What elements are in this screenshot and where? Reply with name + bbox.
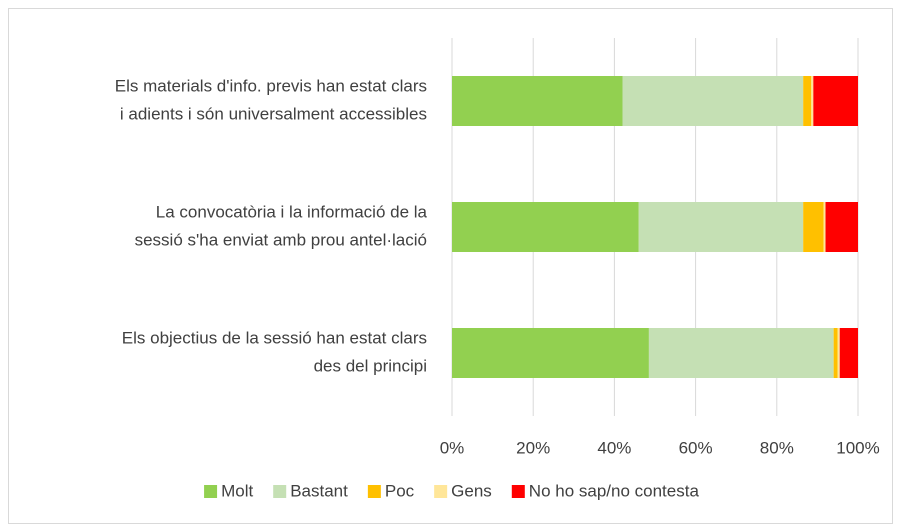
legend-swatch bbox=[511, 485, 525, 498]
bar-segment bbox=[452, 202, 639, 252]
x-tick-label: 20% bbox=[516, 438, 550, 457]
legend-label: Bastant bbox=[290, 481, 348, 500]
bar-segment bbox=[837, 328, 840, 378]
legend-swatch bbox=[273, 485, 287, 498]
bar-segment bbox=[825, 202, 858, 252]
category-label: i adients i són universalment accessible… bbox=[120, 104, 427, 123]
category-label: des del principi bbox=[314, 356, 427, 375]
bar-segment bbox=[813, 76, 858, 126]
x-tick-label: 80% bbox=[760, 438, 794, 457]
x-tick-label: 0% bbox=[440, 438, 465, 457]
bar-segment bbox=[638, 202, 804, 252]
legend-swatch bbox=[204, 485, 218, 498]
bar-segment bbox=[833, 328, 838, 378]
legend-label: Gens bbox=[451, 481, 492, 500]
bar-segment bbox=[622, 76, 804, 126]
bar-segment bbox=[839, 328, 858, 378]
bar-segment bbox=[452, 76, 623, 126]
legend-label: Poc bbox=[385, 481, 415, 500]
x-tick-label: 60% bbox=[679, 438, 713, 457]
bar-segment bbox=[452, 328, 649, 378]
legend-swatch bbox=[434, 485, 448, 498]
category-label: La convocatòria i la informació de la bbox=[156, 202, 428, 221]
bar-segment bbox=[811, 76, 814, 126]
category-label: Els materials d'info. previs han estat c… bbox=[115, 76, 427, 95]
legend-swatch bbox=[367, 485, 381, 498]
bar-segment bbox=[803, 76, 812, 126]
bar-segment bbox=[648, 328, 834, 378]
bar-segment bbox=[823, 202, 826, 252]
legend-label: Molt bbox=[221, 481, 253, 500]
bar-segment bbox=[803, 202, 824, 252]
category-label: sessió s'ha enviat amb prou antel·lació bbox=[135, 230, 427, 249]
category-label: Els objectius de la sessió han estat cla… bbox=[122, 328, 427, 347]
x-tick-label: 100% bbox=[836, 438, 879, 457]
x-tick-label: 40% bbox=[597, 438, 631, 457]
legend-label: No ho sap/no contesta bbox=[529, 481, 700, 500]
